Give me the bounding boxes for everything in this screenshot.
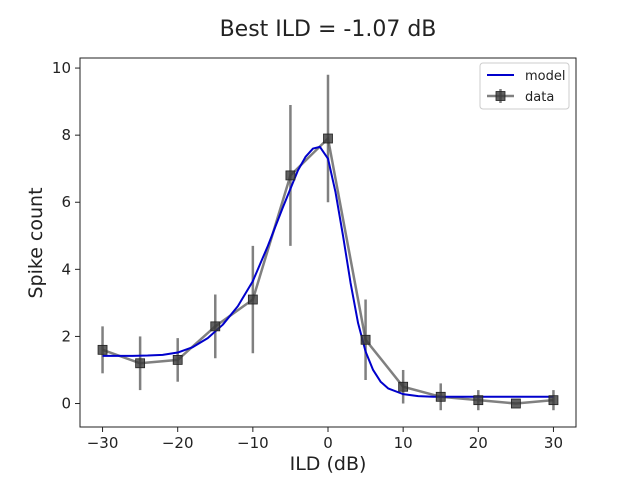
legend-data-marker bbox=[495, 91, 506, 101]
data-point bbox=[210, 321, 221, 332]
data-point bbox=[247, 294, 258, 305]
x-tick-label: −30 bbox=[87, 434, 119, 452]
y-tick-label: 10 bbox=[52, 59, 71, 77]
model-curve bbox=[102, 145, 554, 398]
legend: model data bbox=[479, 62, 570, 110]
legend-model-label: model bbox=[525, 69, 565, 84]
x-axis-label: ILD (dB) bbox=[290, 453, 367, 475]
x-tick-label: 0 bbox=[323, 434, 333, 452]
data-point bbox=[360, 334, 371, 345]
y-tick-label: 2 bbox=[61, 327, 71, 345]
data-point bbox=[135, 358, 146, 369]
legend-data-label: data bbox=[525, 90, 554, 105]
x-tick-label: 20 bbox=[469, 434, 488, 452]
data-point bbox=[510, 398, 521, 409]
data-point bbox=[473, 395, 484, 406]
y-tick-label: 6 bbox=[61, 193, 71, 211]
data-point bbox=[97, 344, 108, 355]
y-axis-label: Spike count bbox=[25, 187, 47, 298]
x-tick-label: −10 bbox=[237, 434, 269, 452]
data-point bbox=[548, 395, 559, 406]
y-tick-label: 4 bbox=[61, 260, 71, 278]
data-point bbox=[323, 133, 333, 144]
y-tick-label: 8 bbox=[61, 126, 71, 144]
data-point bbox=[435, 391, 446, 402]
chart-title: Best ILD = -1.07 dB bbox=[220, 17, 437, 42]
data-point bbox=[172, 355, 183, 365]
x-tick-label: 30 bbox=[544, 434, 563, 452]
x-tick-label: 10 bbox=[394, 434, 413, 452]
data-point bbox=[285, 170, 296, 181]
y-tick-label: 0 bbox=[61, 395, 71, 413]
plot-area: −30 −20 −10 0 10 20 30 0 2 4 6 8 10 bbox=[52, 57, 577, 452]
x-tick-label: −20 bbox=[162, 434, 194, 452]
data-point bbox=[398, 381, 409, 392]
legend-data-swatch bbox=[487, 89, 514, 103]
